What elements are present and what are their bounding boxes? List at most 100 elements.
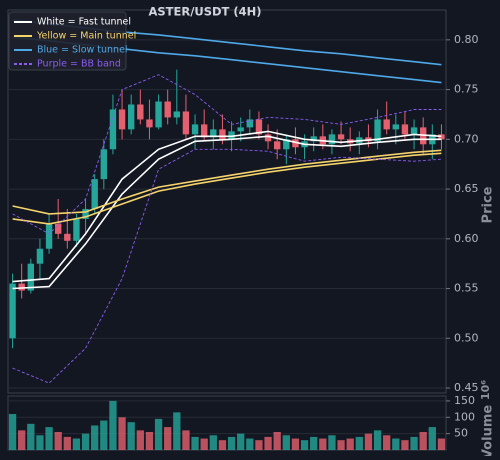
tunnel-line — [12, 74, 442, 235]
volume-bar — [328, 435, 336, 450]
volume-bar — [81, 433, 90, 450]
candle-body — [401, 124, 409, 135]
volume-bar — [319, 438, 327, 450]
tunnel-line — [12, 152, 442, 225]
y-tick-label: 0.55 — [454, 282, 479, 295]
volume-bar — [410, 436, 418, 450]
legend-label: Blue = Slow tunnel — [37, 45, 128, 56]
legend-box — [8, 11, 127, 71]
volume-tick-label: 50 — [454, 427, 468, 440]
volume-bar — [282, 435, 290, 450]
legend-label: Yellow = Main tunnel — [36, 31, 136, 42]
legend-label: Purple = BB band — [37, 59, 121, 70]
candle-body — [91, 179, 98, 209]
tunnel-line — [12, 135, 442, 290]
volume-bar — [18, 430, 26, 450]
candle-body — [118, 109, 126, 130]
tunnel-line — [12, 130, 442, 283]
volume-bar — [136, 430, 144, 450]
volume-bar — [45, 427, 53, 450]
tunnel-line — [12, 149, 442, 215]
volume-bar — [437, 438, 446, 450]
y-tick-label: 0.50 — [454, 331, 479, 344]
volume-bar — [36, 435, 44, 450]
candle-body — [27, 263, 35, 291]
volume-bar — [255, 440, 263, 450]
volume-bar — [191, 436, 199, 450]
candle-body — [109, 109, 117, 150]
volume-tick-label: 150 — [454, 394, 475, 407]
volume-bar — [100, 420, 108, 450]
volume-bar — [173, 412, 181, 450]
candle-body — [310, 136, 317, 142]
candle-body — [328, 134, 336, 145]
candle-body — [146, 119, 153, 128]
y-tick-label: 0.45 — [454, 381, 479, 394]
volume-bar — [164, 427, 172, 450]
legend: White = Fast tunnel Yellow = Main tunnel B… — [8, 11, 136, 71]
volume-bar — [227, 436, 236, 450]
candle-body — [219, 129, 226, 140]
volume-bar — [246, 438, 254, 450]
volume-tick-label: 100 — [454, 410, 475, 423]
candle-body — [383, 119, 390, 130]
volume-bar — [154, 418, 163, 450]
volume-bar — [419, 432, 427, 450]
volume-bar — [182, 430, 190, 450]
volume-bar — [145, 432, 154, 450]
candle-body — [164, 101, 171, 118]
volume-bar — [383, 435, 391, 450]
candle-body — [283, 139, 290, 150]
chart-title: ASTER/USDT (4H) — [148, 5, 261, 19]
volume-bar — [310, 436, 318, 450]
volume-axis-title: Volume — [481, 405, 496, 456]
candle-body — [438, 134, 445, 140]
y-tick-label: 0.70 — [454, 132, 479, 145]
candle-body — [419, 127, 427, 145]
volume-bar — [237, 433, 245, 450]
volume-bar — [91, 425, 99, 450]
candle-body — [36, 248, 44, 264]
candle-body — [18, 283, 25, 291]
marks — [8, 19, 446, 450]
volume-bar — [118, 417, 126, 450]
volume-bar — [401, 440, 409, 450]
candle-body — [392, 124, 400, 130]
volume-bar — [27, 423, 35, 450]
volume-panel — [7, 395, 447, 451]
candle-body — [228, 131, 235, 140]
volume-bar — [300, 440, 309, 450]
candle-body — [337, 134, 345, 140]
volume-bar — [209, 435, 217, 450]
volume-bar — [291, 438, 300, 450]
candle-body — [137, 104, 144, 120]
volume-bar — [346, 438, 354, 450]
candle-body — [210, 129, 217, 138]
legend-label: White = Fast tunnel — [37, 17, 131, 28]
volume-bar — [337, 440, 345, 450]
volume-bar — [355, 436, 363, 450]
volume-bar — [428, 427, 436, 450]
candle-body — [255, 119, 263, 135]
candle-body — [82, 208, 89, 219]
volume-bar — [63, 436, 71, 450]
volume-bar — [364, 433, 373, 450]
candle-body — [155, 101, 162, 128]
candle-body — [9, 283, 16, 339]
candle-body — [127, 104, 135, 130]
volume-bar — [8, 414, 17, 450]
candle-body — [64, 233, 71, 241]
volume-bar — [127, 422, 135, 450]
volume-offset: 10⁶ — [479, 380, 492, 400]
tunnel-line — [12, 148, 442, 384]
volume-bar — [72, 438, 81, 450]
volume-bar — [264, 436, 272, 450]
y-axis-title: Price — [481, 186, 496, 223]
candle-body — [410, 127, 418, 135]
volume-bar — [392, 438, 400, 450]
candle-body — [264, 134, 272, 142]
candle-body — [73, 218, 80, 241]
candle-body — [54, 223, 62, 234]
candle-body — [191, 124, 199, 135]
